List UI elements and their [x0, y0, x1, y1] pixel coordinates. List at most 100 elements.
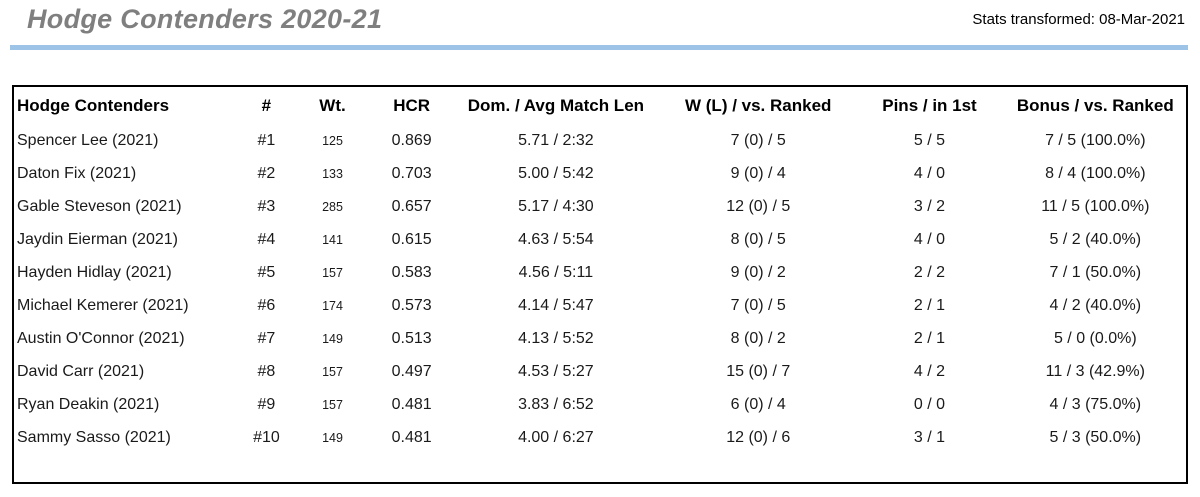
cell-bonus: 8 / 4 (100.0%) [1045, 164, 1146, 182]
cell-name: David Carr (2021) [17, 362, 145, 380]
cell-bonus: 11 / 5 (100.0%) [1041, 197, 1150, 215]
cell-name: Spencer Lee (2021) [17, 131, 159, 149]
cell-pins: 2 / 1 [913, 329, 946, 347]
cell-rank: #8 [257, 362, 276, 380]
cell-dom_avg: 4.56 / 5:11 [518, 263, 594, 281]
cell-pins: 5 / 5 [913, 131, 946, 149]
column-header-pins-in-1st: Pins / in 1st [882, 95, 977, 115]
cell-hcr: 0.615 [391, 230, 432, 248]
cell-name: Sammy Sasso (2021) [17, 428, 171, 446]
cell-w_l: 12 (0) / 6 [726, 428, 791, 446]
table-header-row: Hodge Contenders # Wt. HCR Dom. / Avg Ma… [13, 86, 1187, 124]
table-row: Hayden Hidlay (2021) #5 157 0.583 4.56 / 5:1… [13, 256, 1187, 289]
cell-rank: #6 [257, 296, 276, 314]
cell-rank: #7 [257, 329, 276, 347]
cell-w_l: 15 (0) / 7 [726, 362, 791, 380]
cell-dom_avg: 4.14 / 5:47 [518, 296, 594, 314]
cell-name: Jaydin Eierman (2021) [17, 230, 178, 248]
cell-bonus: 11 / 3 (42.9%) [1045, 362, 1145, 380]
cell-w_l: 7 (0) / 5 [730, 296, 786, 314]
cell-wt: 149 [322, 430, 343, 445]
table-row: Michael Kemerer (2021) #6 174 0.573 4.14 / 5… [13, 289, 1187, 322]
cell-bonus: 7 / 5 (100.0%) [1045, 131, 1146, 149]
cell-bonus: 4 / 3 (75.0%) [1049, 395, 1142, 413]
cell-hcr: 0.869 [391, 131, 432, 149]
cell-dom_avg: 5.17 / 4:30 [518, 197, 594, 215]
column-header-wl-vs-ranked: W (L) / vs. Ranked [685, 95, 832, 115]
page-title: Hodge Contenders 2020-21 [27, 4, 383, 34]
table-row: Spencer Lee (2021) #1 125 0.869 5.71 / 2:32 7… [13, 124, 1187, 157]
cell-hcr: 0.513 [391, 329, 432, 347]
cell-hcr: 0.583 [391, 263, 432, 281]
cell-bonus: 5 / 3 (50.0%) [1049, 428, 1142, 446]
cell-bonus: 4 / 2 (40.0%) [1049, 296, 1142, 314]
cell-name: Austin O'Connor (2021) [17, 329, 185, 347]
header-divider [10, 45, 1188, 50]
table-row: Jaydin Eierman (2021) #4 141 0.615 4.63 / 5:… [13, 223, 1187, 256]
cell-hcr: 0.657 [391, 197, 432, 215]
cell-rank: #1 [257, 131, 276, 149]
cell-rank: #2 [257, 164, 276, 182]
cell-wt: 157 [322, 265, 343, 280]
cell-rank: #3 [257, 197, 276, 215]
cell-pins: 3 / 2 [913, 197, 946, 215]
cell-pins: 4 / 0 [913, 230, 946, 248]
stats-transformed-note: Stats transformed: 08-Mar-2021 [972, 11, 1185, 28]
cell-name: Hayden Hidlay (2021) [17, 263, 172, 281]
cell-wt: 125 [322, 133, 343, 148]
cell-w_l: 7 (0) / 5 [730, 131, 786, 149]
spacer-cell [13, 454, 1187, 483]
cell-w_l: 9 (0) / 2 [730, 263, 786, 281]
cell-rank: #4 [257, 230, 276, 248]
cell-wt: 157 [322, 364, 343, 379]
column-header-hcr: HCR [393, 95, 431, 115]
table-row: Gable Steveson (2021) #3 285 0.657 5.17 / 4:… [13, 190, 1187, 223]
table-row: Sammy Sasso (2021) #10 149 0.481 4.00 / 6:27… [13, 421, 1187, 454]
cell-rank: #5 [257, 263, 276, 281]
column-header-rank: # [261, 95, 272, 115]
cell-wt: 141 [322, 232, 343, 247]
cell-dom_avg: 4.13 / 5:52 [518, 329, 594, 347]
cell-hcr: 0.481 [391, 395, 432, 413]
cell-dom_avg: 5.00 / 5:42 [518, 164, 594, 182]
cell-dom_avg: 4.00 / 6:27 [518, 428, 594, 446]
cell-dom_avg: 5.71 / 2:32 [518, 131, 594, 149]
cell-bonus: 5 / 0 (0.0%) [1053, 329, 1137, 347]
cell-dom_avg: 4.53 / 5:27 [518, 362, 594, 380]
cell-pins: 0 / 0 [913, 395, 946, 413]
column-header-weight: Wt. [319, 95, 346, 115]
cell-hcr: 0.703 [391, 164, 432, 182]
cell-name: Ryan Deakin (2021) [17, 395, 160, 413]
cell-name: Daton Fix (2021) [17, 164, 137, 182]
cell-w_l: 12 (0) / 5 [726, 197, 791, 215]
cell-dom_avg: 3.83 / 6:52 [518, 395, 594, 413]
contenders-table: Hodge Contenders # Wt. HCR Dom. / Avg Ma… [12, 85, 1188, 484]
cell-pins: 4 / 0 [913, 164, 946, 182]
column-header-bonus-vs-ranked: Bonus / vs. Ranked [1016, 95, 1174, 115]
cell-w_l: 6 (0) / 4 [730, 395, 786, 413]
cell-wt: 149 [322, 331, 343, 346]
table-bottom-spacer [13, 454, 1187, 483]
cell-rank: #10 [253, 428, 280, 446]
cell-hcr: 0.497 [391, 362, 432, 380]
cell-dom_avg: 4.63 / 5:54 [518, 230, 594, 248]
column-header-dom-avg-len: Dom. / Avg Match Len [467, 95, 645, 115]
cell-hcr: 0.481 [391, 428, 432, 446]
cell-wt: 133 [322, 166, 343, 181]
column-header-name: Hodge Contenders [17, 95, 170, 115]
cell-bonus: 5 / 2 (40.0%) [1049, 230, 1142, 248]
table-row: Daton Fix (2021) #2 133 0.703 5.00 / 5:42 9 (… [13, 157, 1187, 190]
cell-pins: 2 / 1 [913, 296, 946, 314]
cell-hcr: 0.573 [391, 296, 432, 314]
table-row: Ryan Deakin (2021) #9 157 0.481 3.83 / 6:52 6… [13, 388, 1187, 421]
cell-w_l: 8 (0) / 5 [730, 230, 786, 248]
cell-pins: 2 / 2 [913, 263, 946, 281]
cell-name: Gable Steveson (2021) [17, 197, 182, 215]
contenders-table-body: Spencer Lee (2021) #1 125 0.869 5.71 / 2:32 7… [13, 124, 1187, 483]
cell-w_l: 8 (0) / 2 [730, 329, 786, 347]
table-head: Hodge Contenders # Wt. HCR Dom. / Avg Ma… [13, 86, 1187, 124]
table-row: David Carr (2021) #8 157 0.497 4.53 / 5:27 15… [13, 355, 1187, 388]
cell-w_l: 9 (0) / 4 [730, 164, 786, 182]
cell-name: Michael Kemerer (2021) [17, 296, 189, 314]
